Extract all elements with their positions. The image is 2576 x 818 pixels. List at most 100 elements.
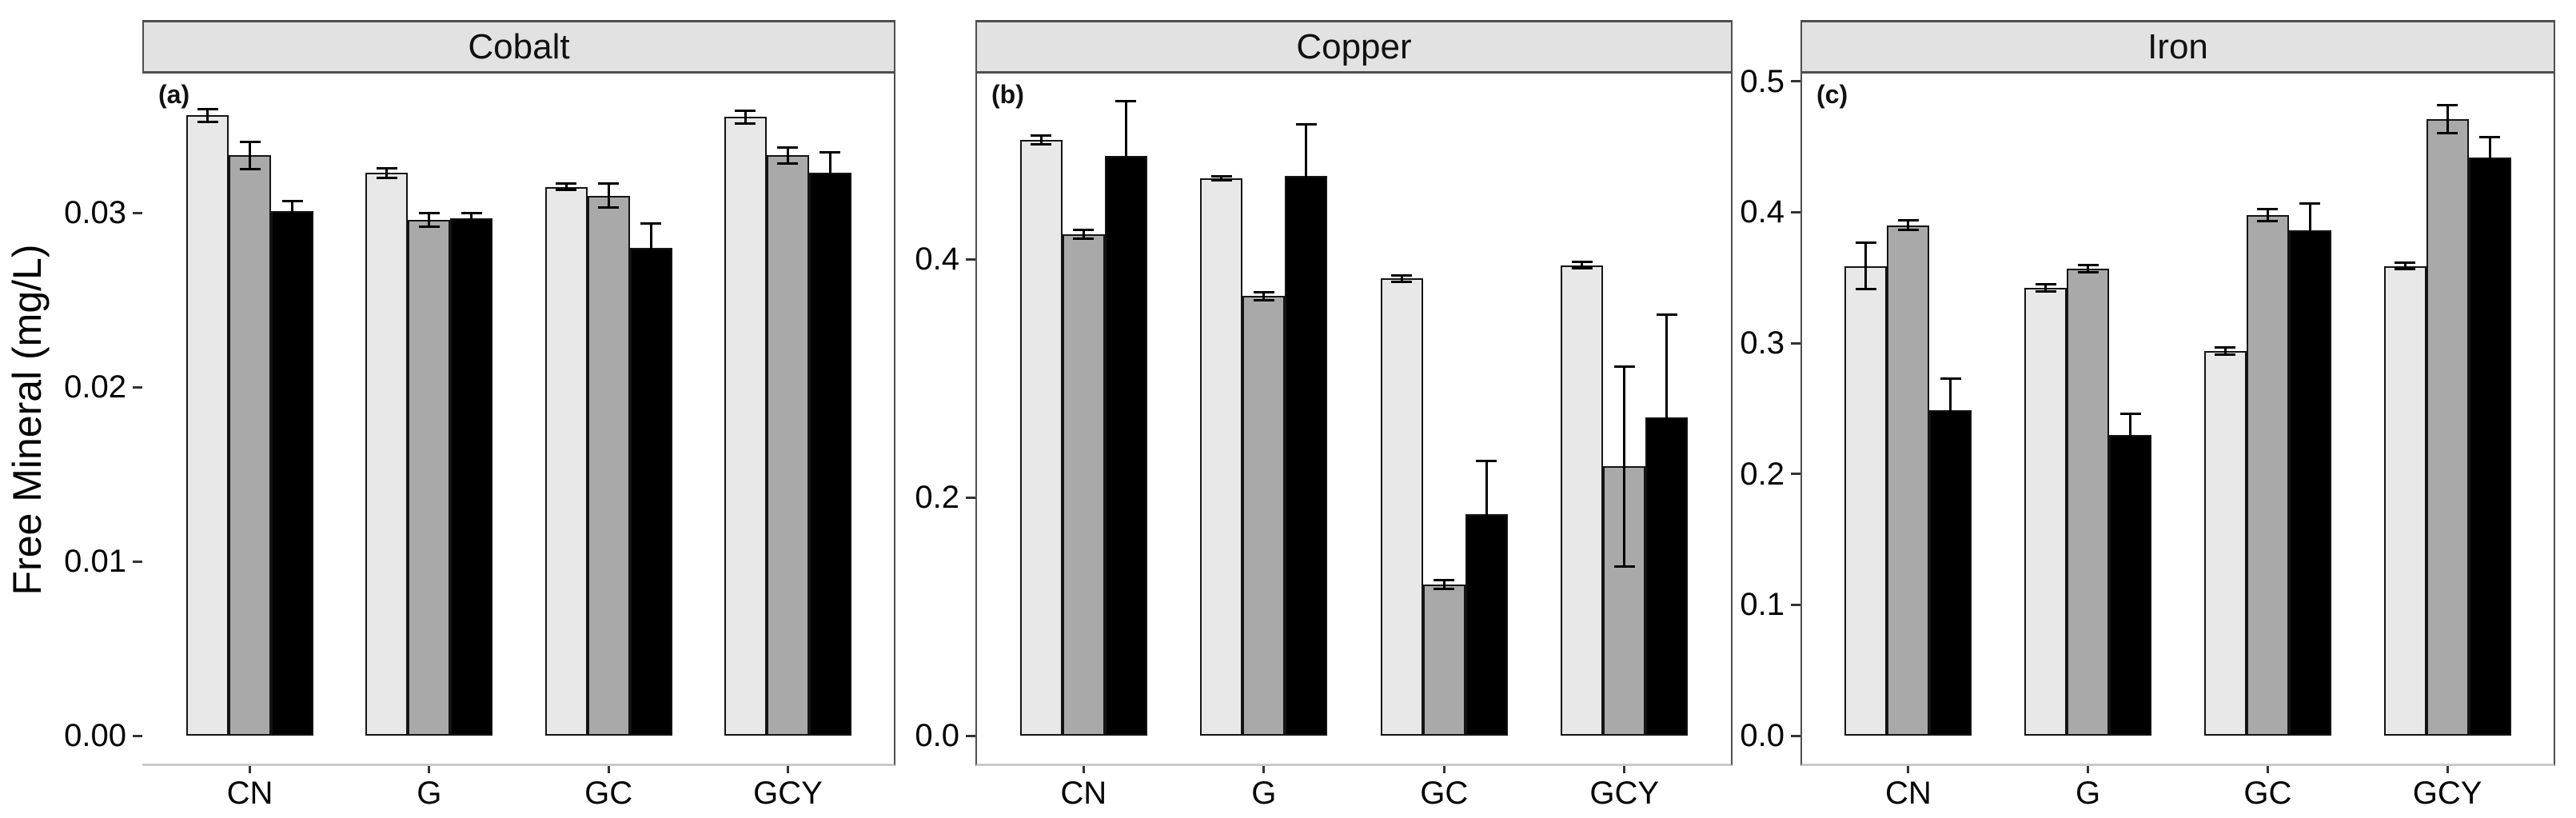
error-cap-bottom: [1391, 280, 1413, 283]
error-cap-bottom: [1476, 566, 1497, 569]
y-tick-label-cobalt: 0.00: [64, 718, 126, 753]
error-cap-bottom: [777, 162, 799, 166]
error-cap-top: [735, 109, 756, 112]
error-cap-top: [1031, 134, 1052, 138]
error-cap-bottom: [2077, 270, 2099, 273]
x-tick-label-iron-cn: CN: [1884, 776, 1932, 811]
y-tick-label-iron: 0.5: [1740, 63, 1784, 99]
bar-cobalt-gc-light-gray: [544, 186, 588, 736]
bar-iron-gc-gray: [2246, 214, 2289, 736]
bar-copper-cn-gray: [1062, 234, 1105, 736]
error-cap-top: [1855, 241, 1876, 245]
x-tick-mark-copper: [1082, 766, 1085, 773]
y-tick-mark-iron: [1791, 473, 1800, 476]
error-cap-top: [556, 182, 577, 186]
bar-cobalt-gc-gray: [587, 195, 630, 736]
x-tick-mark-cobalt: [249, 766, 252, 773]
x-tick-mark-copper: [1262, 766, 1266, 773]
error-cap-top: [2437, 104, 2458, 107]
error-bar-cobalt-gcy-light-gray: [744, 110, 747, 125]
x-tick-label-cobalt-gc: GC: [584, 776, 633, 811]
error-cap-top: [819, 151, 841, 154]
error-bar-iron-gc-black: [2308, 203, 2311, 258]
error-cap-bottom: [281, 220, 303, 223]
error-cap-bottom: [2437, 132, 2458, 135]
error-cap-top: [1613, 365, 1635, 369]
error-cap-bottom: [2479, 176, 2501, 179]
error-bar-cobalt-gc-light-gray: [564, 183, 568, 190]
error-bar-copper-gc-black: [1485, 460, 1488, 568]
error-cap-bottom: [735, 122, 756, 126]
error-cap-bottom: [1115, 209, 1137, 212]
bar-iron-gc-black: [2288, 230, 2331, 736]
bar-iron-gcy-light-gray: [2383, 265, 2426, 736]
y-tick-label-iron: 0.1: [1740, 587, 1784, 623]
error-cap-bottom: [1031, 143, 1052, 146]
error-bar-cobalt-g-black: [470, 213, 473, 224]
error-cap-bottom: [376, 176, 397, 179]
error-bar-cobalt-gcy-gray: [786, 146, 789, 165]
error-cap-top: [1476, 459, 1497, 462]
y-tick-mark-iron: [1791, 341, 1800, 345]
error-bar-iron-gcy-black: [2488, 136, 2491, 178]
x-tick-label-iron-gc: GC: [2243, 776, 2292, 811]
panel-letter-iron: (c): [1816, 80, 1848, 109]
bar-iron-g-light-gray: [2024, 288, 2068, 736]
error-bar-iron-g-light-gray: [2044, 284, 2048, 293]
error-cap-bottom: [1940, 439, 1961, 442]
bar-iron-g-black: [2109, 434, 2152, 736]
bar-copper-gc-light-gray: [1380, 278, 1423, 736]
error-cap-bottom: [2119, 453, 2141, 457]
x-tick-label-copper-cn: CN: [1060, 776, 1107, 811]
bar-cobalt-gc-black: [629, 247, 672, 736]
error-bar-cobalt-g-light-gray: [385, 167, 389, 178]
x-tick-label-copper-gc: GC: [1420, 776, 1469, 811]
bar-cobalt-cn-gray: [229, 155, 272, 736]
x-tick-mark-cobalt: [607, 766, 610, 773]
error-cap-top: [376, 166, 397, 170]
error-cap-top: [640, 222, 662, 225]
bar-iron-gc-light-gray: [2203, 350, 2247, 736]
error-cap-bottom: [197, 121, 218, 123]
y-tick-mark-copper: [966, 734, 975, 737]
y-tick-mark-copper: [966, 496, 975, 499]
error-bar-iron-g-gray: [2087, 264, 2090, 273]
error-bar-copper-gc-gray: [1442, 579, 1446, 589]
error-bar-cobalt-cn-light-gray: [206, 108, 209, 122]
error-cap-top: [1295, 122, 1317, 126]
y-tick-label-iron: 0.4: [1740, 194, 1784, 230]
x-tick-mark-cobalt: [786, 766, 789, 773]
y-tick-mark-cobalt: [133, 734, 142, 737]
y-tick-label-copper: 0.2: [915, 480, 959, 516]
y-tick-mark-iron: [1791, 80, 1800, 83]
error-cap-bottom: [461, 221, 482, 225]
x-tick-label-iron-g: G: [2076, 776, 2101, 811]
error-cap-top: [2257, 207, 2279, 210]
x-tick-mark-iron: [2087, 766, 2090, 773]
error-cap-bottom: [819, 192, 841, 195]
x-tick-mark-iron: [1907, 766, 1910, 773]
error-cap-top: [239, 140, 261, 143]
error-cap-bottom: [2215, 353, 2236, 356]
y-tick-label-cobalt: 0.02: [64, 369, 126, 405]
bar-copper-gc-black: [1465, 514, 1508, 736]
error-bar-copper-cn-gray: [1082, 229, 1085, 239]
panel-strip-title-copper: Copper: [1296, 26, 1412, 66]
panel-strip-title-iron: Iron: [2147, 26, 2208, 66]
error-bar-iron-gc-light-gray: [2223, 347, 2227, 355]
y-axis-title: Free Mineral (mg/L): [5, 244, 50, 596]
error-bar-cobalt-cn-black: [291, 201, 294, 222]
error-cap-bottom: [1073, 237, 1095, 240]
y-tick-label-cobalt: 0.03: [64, 195, 126, 231]
bar-copper-gcy-light-gray: [1561, 265, 1604, 736]
error-cap-bottom: [2035, 290, 2056, 293]
error-cap-top: [418, 212, 440, 215]
error-cap-top: [281, 200, 303, 203]
bar-cobalt-cn-light-gray: [186, 115, 229, 736]
error-cap-top: [1115, 100, 1137, 103]
error-cap-bottom: [2299, 256, 2321, 259]
error-bar-iron-gcy-gray: [2446, 105, 2449, 134]
panel-letter-copper: (b): [991, 80, 1024, 109]
error-cap-top: [1210, 175, 1232, 178]
